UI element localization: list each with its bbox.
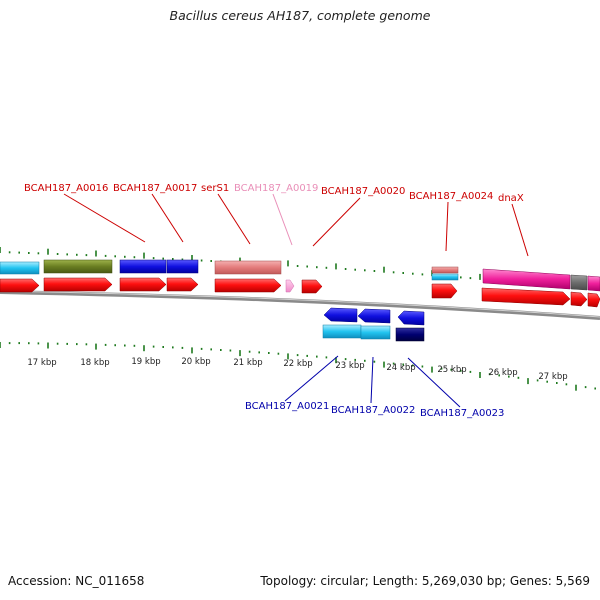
cds-arrow[interactable] bbox=[431, 283, 458, 299]
gene-category-block[interactable] bbox=[0, 261, 40, 275]
kbp-label: 20 kbp bbox=[181, 357, 210, 367]
gene-label-a0020[interactable]: BCAH187_A0020 bbox=[321, 186, 405, 197]
cds-arrow[interactable] bbox=[214, 278, 282, 293]
gene-label-dnax[interactable]: dnaX bbox=[498, 193, 524, 204]
gene-label-leaders bbox=[63, 193, 529, 408]
gene-label-a0022[interactable]: BCAH187_A0022 bbox=[331, 405, 415, 416]
kbp-label: 17 kbp bbox=[27, 358, 56, 368]
kbp-label: 24 kbp bbox=[386, 363, 415, 373]
gene-label-a0024[interactable]: BCAH187_A0024 bbox=[409, 191, 493, 202]
gene-category-block[interactable] bbox=[43, 259, 113, 274]
gene-category-block[interactable] bbox=[395, 327, 425, 342]
gene-label-a0023[interactable]: BCAH187_A0023 bbox=[420, 408, 504, 419]
cds-arrow[interactable] bbox=[481, 287, 571, 306]
gene-category-block[interactable] bbox=[431, 273, 459, 281]
gene-category-block[interactable] bbox=[431, 266, 459, 274]
cds-arrow[interactable] bbox=[587, 292, 600, 308]
cds-arrow-reverse[interactable] bbox=[357, 308, 391, 324]
genome-title: Bacillus cereus AH187, complete genome bbox=[169, 8, 431, 23]
genome-summary-text: Topology: circular; Length: 5,269,030 bp… bbox=[260, 574, 590, 588]
gene-label-a0021[interactable]: BCAH187_A0021 bbox=[245, 401, 329, 412]
kbp-label: 19 kbp bbox=[131, 357, 160, 367]
gene-category-block[interactable] bbox=[360, 325, 391, 340]
cds-arrow[interactable] bbox=[119, 277, 167, 292]
plus-strand-cds-row bbox=[0, 277, 600, 308]
cds-arrow-reverse[interactable] bbox=[323, 307, 358, 323]
kbp-label: 26 kbp bbox=[488, 368, 517, 378]
cds-arrow[interactable] bbox=[0, 278, 40, 293]
gene-category-block[interactable] bbox=[587, 275, 600, 292]
gene-label-a0019[interactable]: BCAH187_A0019 bbox=[234, 183, 318, 194]
kbp-label: 22 kbp bbox=[283, 359, 312, 369]
kbp-label: 23 kbp bbox=[335, 361, 364, 371]
gene-category-block[interactable] bbox=[119, 259, 167, 274]
kbp-label: 27 kbp bbox=[538, 372, 567, 382]
cds-arrow[interactable] bbox=[43, 277, 113, 292]
kbp-label: 18 kbp bbox=[80, 358, 109, 368]
cds-arrow[interactable] bbox=[301, 279, 323, 294]
gene-label-a0016[interactable]: BCAH187_A0016 bbox=[24, 183, 108, 194]
cds-arrow[interactable] bbox=[570, 291, 588, 307]
gene-category-block[interactable] bbox=[166, 259, 199, 274]
gene-label-a0017[interactable]: BCAH187_A0017 bbox=[113, 183, 197, 194]
gene-category-block[interactable] bbox=[322, 324, 362, 339]
genome-backbone-highlight bbox=[0, 290, 600, 318]
gene-category-block[interactable] bbox=[482, 268, 571, 290]
minus-strand-category-row bbox=[322, 324, 425, 342]
kbp-label: 25 kbp bbox=[437, 365, 466, 375]
kbp-scale-labels: 17 kbp 18 kbp 19 kbp 20 kbp 21 kbp 22 kbp 23 k… bbox=[27, 357, 567, 382]
genome-backbone bbox=[0, 290, 600, 320]
gene-label-sers1[interactable]: serS1 bbox=[201, 183, 229, 194]
cds-arrow-reverse[interactable] bbox=[397, 310, 425, 326]
gene-category-block[interactable] bbox=[570, 274, 588, 291]
kbp-label: 21 kbp bbox=[233, 358, 262, 368]
cds-arrow[interactable] bbox=[285, 279, 295, 293]
minus-strand-cds-row bbox=[323, 307, 425, 326]
cds-arrow[interactable] bbox=[166, 277, 199, 292]
accession-text: Accession: NC_011658 bbox=[8, 574, 145, 588]
gene-category-block[interactable] bbox=[214, 260, 282, 275]
tick-marks-inner bbox=[0, 342, 597, 391]
plus-strand-category-row bbox=[0, 259, 600, 292]
